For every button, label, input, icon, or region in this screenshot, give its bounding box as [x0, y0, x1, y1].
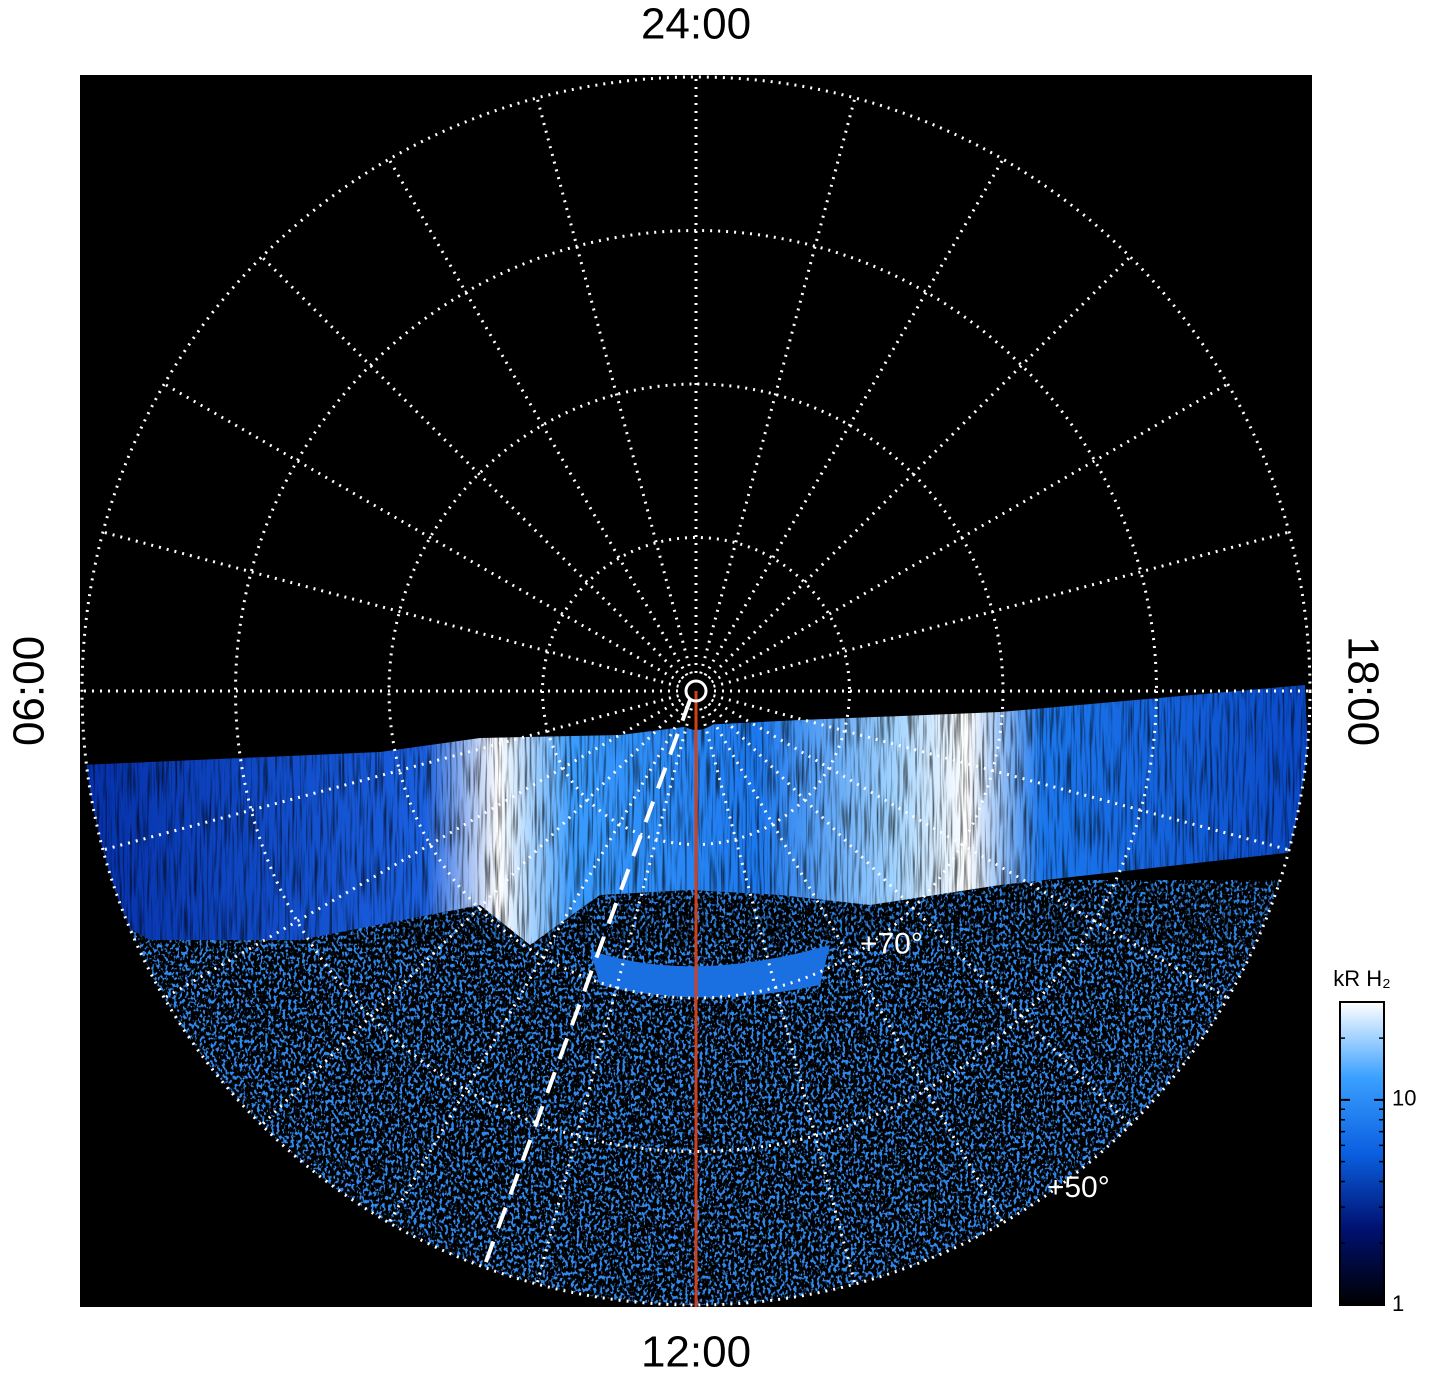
meridian [102, 530, 680, 688]
inner-arc [590, 945, 830, 998]
meridian [703, 705, 1005, 1224]
meridian [703, 158, 1005, 677]
meridian [710, 698, 1229, 1000]
pole-marker [684, 679, 708, 703]
latitude-label: +70° [860, 928, 923, 961]
meridian [387, 705, 689, 1224]
latitude-circle [80, 75, 1312, 1307]
meridian [387, 158, 689, 677]
local-time-label: 12:00 [641, 1328, 751, 1377]
meridian [710, 382, 1229, 684]
meridian [102, 694, 680, 852]
dashed-line [481, 699, 692, 1271]
meridian [260, 255, 685, 680]
meridian [260, 702, 685, 1127]
local-time-label: 24:00 [641, 0, 751, 49]
meridian [163, 698, 682, 1000]
grid [80, 75, 1312, 1307]
meridian [163, 382, 682, 684]
colorbar [1339, 1001, 1385, 1306]
latitude-label: +50° [1047, 1171, 1110, 1204]
meridian [699, 707, 857, 1285]
latitude-circle [387, 382, 1005, 1000]
meridian [535, 707, 693, 1285]
meridian [707, 702, 1132, 1127]
colorbar-title: kR H₂ [1333, 966, 1390, 991]
colorbar-tick-label: 10 [1392, 1086, 1416, 1111]
meridian [535, 97, 693, 675]
colorbar-tick-label: 1 [1392, 1291, 1404, 1316]
meridian [712, 694, 1290, 852]
meridian [712, 530, 1290, 688]
meridian [699, 97, 857, 675]
local-time-label: 06:00 [5, 636, 54, 746]
latitude-circle [234, 229, 1158, 1153]
local-time-label: 18:00 [1338, 636, 1387, 746]
meridian [707, 255, 1132, 680]
